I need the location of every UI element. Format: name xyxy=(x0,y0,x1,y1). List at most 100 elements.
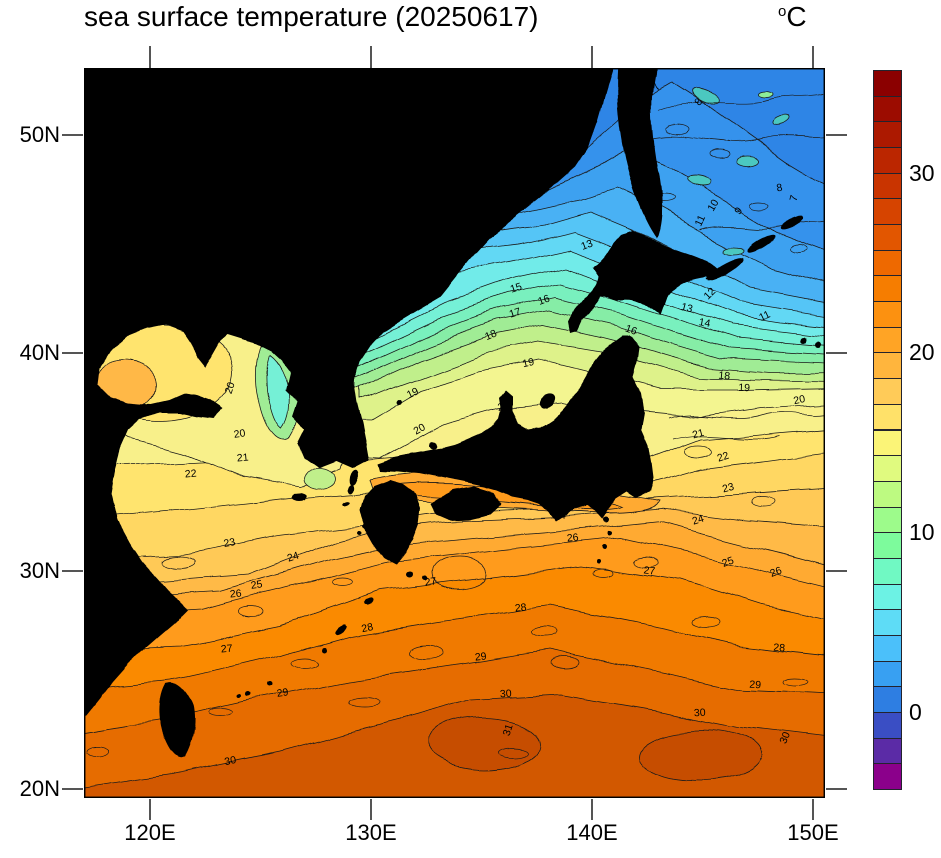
contour-label: 19 xyxy=(738,382,750,395)
island xyxy=(404,573,412,579)
contour-label: 20 xyxy=(233,427,246,441)
contour-label: 24 xyxy=(286,550,301,565)
detail-contour xyxy=(406,644,444,660)
island xyxy=(602,544,608,550)
detail-contour xyxy=(500,746,530,758)
colorbar-segment xyxy=(873,737,902,765)
island xyxy=(703,257,743,281)
contour-label: 27 xyxy=(220,643,233,656)
contour-label: 27 xyxy=(643,564,656,577)
landmass xyxy=(84,68,613,717)
detail-contour xyxy=(671,435,781,441)
contour-label: 7 xyxy=(788,194,801,203)
island xyxy=(335,624,347,636)
detail-contour xyxy=(647,136,825,144)
detail-contour xyxy=(209,707,235,717)
left-tick xyxy=(62,352,83,354)
top-tick xyxy=(370,46,372,68)
colorbar-segment xyxy=(873,275,902,303)
detail-contour xyxy=(632,556,658,568)
detail-contour xyxy=(667,411,825,421)
contour-label: 22 xyxy=(184,468,197,481)
colorbar-segment xyxy=(873,429,902,457)
detail-contour xyxy=(531,626,559,638)
island xyxy=(814,343,820,349)
left-tick xyxy=(62,788,83,790)
colorbar-segment xyxy=(873,249,902,277)
contour-label: 24 xyxy=(554,510,566,523)
detail-contour xyxy=(550,656,580,670)
colorbar-segment xyxy=(873,506,902,534)
sea-patch xyxy=(691,87,721,105)
contour-label: 28 xyxy=(514,601,527,614)
map-canvas: 7887910111211131314151616171818191919202… xyxy=(84,68,825,798)
detail-contour xyxy=(749,496,775,508)
contour-label: 7 xyxy=(650,81,663,93)
contour-label: 23 xyxy=(721,481,736,496)
contour-value-labels: 7887910111211131314151616171818191919202… xyxy=(184,81,806,768)
lon-tick-label: 130E xyxy=(345,820,397,845)
detail-contour xyxy=(163,555,197,569)
land-masses xyxy=(84,68,820,759)
units-label: oC xyxy=(778,1,807,33)
island xyxy=(342,502,350,508)
colorbar-segment xyxy=(873,224,902,251)
detail-contour xyxy=(749,200,771,210)
contour-label: 29 xyxy=(276,686,289,700)
contour-label: 15 xyxy=(509,281,524,296)
contour-label: 26 xyxy=(566,531,579,544)
contour-label: 10 xyxy=(705,197,721,213)
bottom-tick xyxy=(591,799,593,820)
detail-contour xyxy=(290,656,320,668)
detail-contour xyxy=(683,445,713,459)
contour-label: 25 xyxy=(250,578,263,592)
bottom-tick xyxy=(149,799,151,820)
island xyxy=(363,522,369,528)
sea-patch xyxy=(684,176,712,188)
contour-label: 17 xyxy=(508,306,523,321)
bottom-tick xyxy=(812,799,814,820)
contour-label: 20 xyxy=(497,400,511,414)
warm-eddy-ring xyxy=(430,556,486,590)
colorbar-tick-label: 20 xyxy=(909,339,935,366)
contour-label: 31 xyxy=(501,723,516,738)
colorbar-tick-label: 10 xyxy=(909,519,935,546)
contour-label: 11 xyxy=(757,308,772,324)
landmass xyxy=(432,487,501,520)
colorbar-segment xyxy=(873,378,902,405)
colorbar-segment xyxy=(873,763,902,790)
sea-patch xyxy=(757,91,773,99)
colorbar-segment xyxy=(873,326,902,354)
island xyxy=(597,558,601,562)
island xyxy=(322,648,328,654)
detail-contour xyxy=(659,92,825,111)
left-tick xyxy=(62,570,83,572)
island xyxy=(781,216,805,230)
contour-label: 20 xyxy=(411,421,427,437)
left-tick xyxy=(62,134,83,136)
contour-label: 14 xyxy=(698,316,712,330)
landmass xyxy=(616,68,663,238)
island xyxy=(349,469,359,485)
detail-contour xyxy=(691,616,719,628)
island xyxy=(347,484,355,494)
lat-tick-label: 20N xyxy=(19,776,60,801)
lon-tick-label: 120E xyxy=(124,820,176,845)
island xyxy=(244,690,250,696)
contour-label: 21 xyxy=(691,427,706,442)
contour-label: 18 xyxy=(718,370,731,383)
contour-label: 30 xyxy=(500,688,513,701)
colorbar-segment xyxy=(873,711,902,739)
colorbar-segment xyxy=(873,301,902,328)
contour-label: 30 xyxy=(777,730,793,745)
contour-label: 8 xyxy=(776,182,784,195)
contour-label: 30 xyxy=(694,707,707,720)
landmass xyxy=(360,480,421,565)
island xyxy=(538,393,556,409)
colorbar-segment xyxy=(873,172,902,200)
colorbar-segment xyxy=(873,686,902,713)
contour-label: 16 xyxy=(536,292,551,307)
colorbar-segment xyxy=(873,480,902,508)
top-tick xyxy=(591,46,593,68)
detail-contour xyxy=(790,245,810,255)
